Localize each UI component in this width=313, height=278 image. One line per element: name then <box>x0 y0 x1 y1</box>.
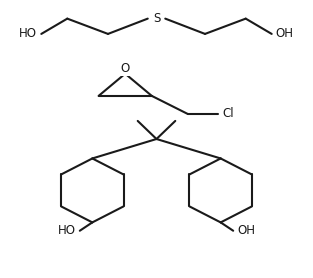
Text: HO: HO <box>19 28 37 40</box>
Text: HO: HO <box>58 224 76 237</box>
Text: OH: OH <box>276 28 294 40</box>
Text: O: O <box>121 63 130 75</box>
Text: Cl: Cl <box>223 108 234 120</box>
Text: S: S <box>153 12 160 25</box>
Text: OH: OH <box>237 224 255 237</box>
